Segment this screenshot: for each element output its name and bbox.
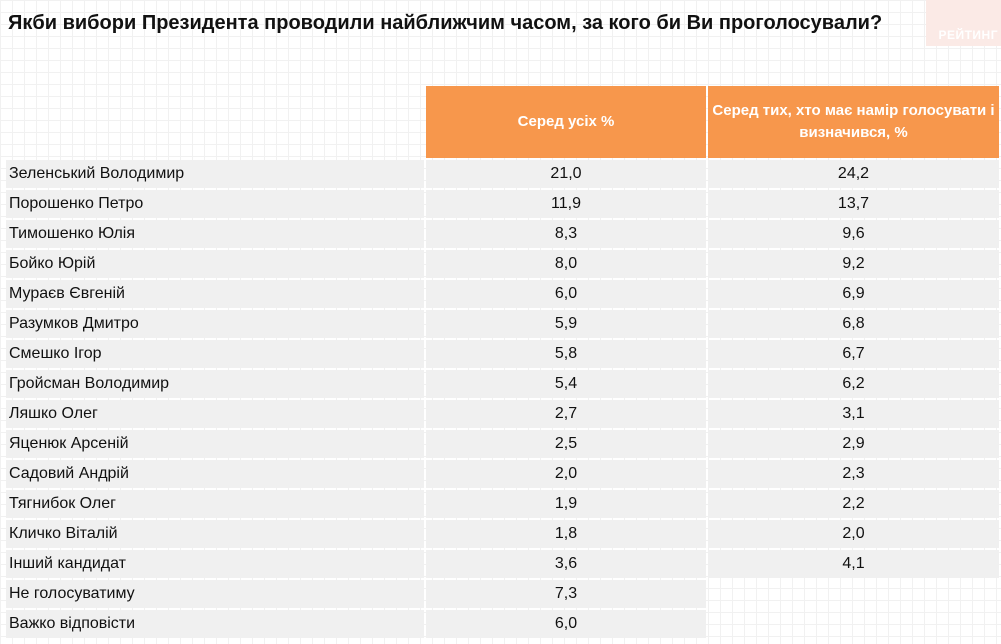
table-row: Ляшко Олег 2,7 3,1 <box>6 400 999 428</box>
candidate-name: Інший кандидат <box>6 550 424 578</box>
value-among-all: 5,4 <box>426 370 706 398</box>
table-row: Не голосуватиму 7,3 <box>6 580 999 608</box>
value-among-all: 8,3 <box>426 220 706 248</box>
table-row: Інший кандидат 3,6 4,1 <box>6 550 999 578</box>
value-among-decided: 4,1 <box>708 550 999 578</box>
table-row: Кличко Віталій 1,8 2,0 <box>6 520 999 548</box>
candidate-name: Не голосуватиму <box>6 580 424 608</box>
value-among-all: 11,9 <box>426 190 706 218</box>
candidate-name: Мураєв Євгеній <box>6 280 424 308</box>
candidate-name: Разумков Дмитро <box>6 310 424 338</box>
table-row: Мураєв Євгеній 6,0 6,9 <box>6 280 999 308</box>
header-among-decided: Серед тих, хто має намір голосувати і ви… <box>708 86 999 158</box>
value-among-decided: 2,0 <box>708 520 999 548</box>
candidate-name: Смешко Ігор <box>6 340 424 368</box>
value-among-decided <box>708 610 999 638</box>
results-table: Серед усіх % Серед тих, хто має намір го… <box>4 84 1001 640</box>
value-among-decided: 2,9 <box>708 430 999 458</box>
value-among-all: 8,0 <box>426 250 706 278</box>
table-body: Зеленський Володимир 21,0 24,2 Порошенко Пе… <box>6 160 999 638</box>
table-row: Бойко Юрій 8,0 9,2 <box>6 250 999 278</box>
page-title: Якби вибори Президента проводили найближ… <box>8 12 883 34</box>
candidate-name: Зеленський Володимир <box>6 160 424 188</box>
candidate-name: Садовий Андрій <box>6 460 424 488</box>
table-row: Зеленський Володимир 21,0 24,2 <box>6 160 999 188</box>
header-among-all: Серед усіх % <box>426 86 706 158</box>
value-among-all: 2,5 <box>426 430 706 458</box>
value-among-all: 3,6 <box>426 550 706 578</box>
candidate-name: Ляшко Олег <box>6 400 424 428</box>
table-row: Яценюк Арсеній 2,5 2,9 <box>6 430 999 458</box>
table-row: Смешко Ігор 5,8 6,7 <box>6 340 999 368</box>
table-row: Порошенко Петро 11,9 13,7 <box>6 190 999 218</box>
value-among-all: 6,0 <box>426 280 706 308</box>
value-among-all: 2,0 <box>426 460 706 488</box>
value-among-decided: 6,7 <box>708 340 999 368</box>
candidate-name: Тягнибок Олег <box>6 490 424 518</box>
value-among-decided <box>708 580 999 608</box>
value-among-decided: 24,2 <box>708 160 999 188</box>
value-among-decided: 6,9 <box>708 280 999 308</box>
value-among-all: 1,9 <box>426 490 706 518</box>
value-among-decided: 6,8 <box>708 310 999 338</box>
header-blank <box>6 86 424 158</box>
value-among-all: 5,8 <box>426 340 706 368</box>
table-row: Разумков Дмитро 5,9 6,8 <box>6 310 999 338</box>
rating-logo: РЕЙТИНГ <box>926 0 1001 46</box>
candidate-name: Порошенко Петро <box>6 190 424 218</box>
table-row: Важко відповісти 6,0 <box>6 610 999 638</box>
value-among-decided: 2,2 <box>708 490 999 518</box>
table-header-row: Серед усіх % Серед тих, хто має намір го… <box>6 86 999 158</box>
rating-logo-text: РЕЙТИНГ <box>938 28 998 42</box>
value-among-all: 1,8 <box>426 520 706 548</box>
value-among-decided: 6,2 <box>708 370 999 398</box>
value-among-all: 6,0 <box>426 610 706 638</box>
value-among-decided: 9,6 <box>708 220 999 248</box>
value-among-all: 5,9 <box>426 310 706 338</box>
candidate-name: Тимошенко Юлія <box>6 220 424 248</box>
table-row: Садовий Андрій 2,0 2,3 <box>6 460 999 488</box>
table-row: Гройсман Володимир 5,4 6,2 <box>6 370 999 398</box>
candidate-name: Гройсман Володимир <box>6 370 424 398</box>
value-among-all: 7,3 <box>426 580 706 608</box>
value-among-all: 2,7 <box>426 400 706 428</box>
candidate-name: Яценюк Арсеній <box>6 430 424 458</box>
candidate-name: Бойко Юрій <box>6 250 424 278</box>
candidate-name: Кличко Віталій <box>6 520 424 548</box>
candidate-name: Важко відповісти <box>6 610 424 638</box>
table-row: Тягнибок Олег 1,9 2,2 <box>6 490 999 518</box>
value-among-decided: 9,2 <box>708 250 999 278</box>
value-among-decided: 3,1 <box>708 400 999 428</box>
table-row: Тимошенко Юлія 8,3 9,6 <box>6 220 999 248</box>
value-among-decided: 2,3 <box>708 460 999 488</box>
value-among-all: 21,0 <box>426 160 706 188</box>
value-among-decided: 13,7 <box>708 190 999 218</box>
